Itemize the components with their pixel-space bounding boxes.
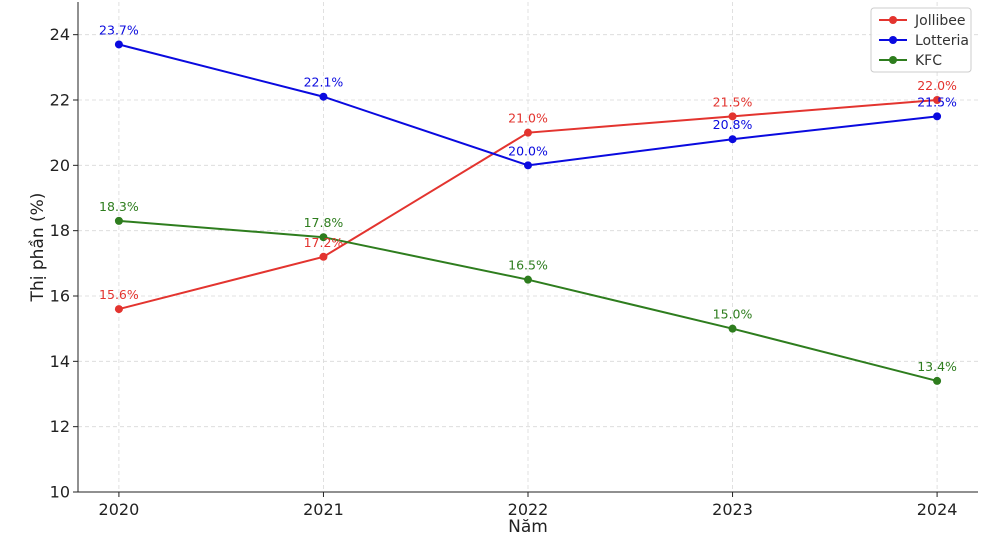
legend-marker-jollibee (889, 16, 897, 24)
data-labels: 15.6%17.2%21.0%21.5%22.0%23.7%22.1%20.0%… (99, 22, 957, 373)
y-tick-label: 22 (50, 91, 70, 110)
x-tick-label: 2022 (508, 500, 549, 519)
data-point-lotteria (728, 135, 737, 144)
data-label-jollibee: 15.6% (99, 287, 139, 302)
y-tick-label: 18 (50, 221, 70, 240)
data-label-jollibee: 17.2% (304, 235, 344, 250)
x-axis-label: Năm (508, 517, 548, 537)
data-label-lotteria: 22.1% (304, 75, 344, 90)
data-point-jollibee (933, 96, 942, 104)
x-tick-label: 2023 (712, 500, 753, 519)
data-point-kfc (933, 376, 942, 385)
data-label-kfc: 18.3% (99, 199, 139, 214)
data-point-lotteria (114, 40, 123, 49)
legend: Jollibee Lotteria KFC (870, 7, 972, 73)
x-tick-label: 2021 (303, 500, 344, 519)
legend-box (870, 7, 972, 73)
y-tick-label: 16 (50, 287, 70, 306)
y-tick-label: 10 (50, 483, 70, 502)
legend-marker-kfc (889, 56, 897, 64)
data-point-kfc (114, 216, 123, 225)
data-label-kfc: 16.5% (508, 258, 548, 273)
data-label-lotteria: 23.7% (99, 22, 139, 37)
data-point-lotteria (319, 92, 328, 101)
data-label-lotteria: 21.5% (917, 94, 957, 109)
data-point-jollibee (114, 305, 123, 314)
series-layer (114, 40, 942, 385)
data-label-jollibee: 21.0% (508, 111, 548, 126)
y-tick-label: 14 (50, 352, 70, 371)
data-point-kfc (728, 324, 737, 333)
legend-label-kfc: KFC (915, 53, 942, 69)
data-label-lotteria: 20.8% (713, 117, 753, 132)
data-label-jollibee: 22.0% (917, 78, 957, 93)
data-point-kfc (319, 233, 328, 242)
data-label-kfc: 15.0% (713, 307, 753, 322)
legend-label-lotteria: Lotteria (915, 33, 969, 49)
x-tick-label: 2020 (99, 500, 140, 519)
data-point-lotteria (524, 161, 532, 170)
y-tick-label: 24 (50, 25, 70, 44)
data-label-kfc: 13.4% (917, 359, 957, 374)
data-label-jollibee: 21.5% (713, 94, 753, 109)
data-point-kfc (524, 275, 532, 284)
series-line-kfc (118, 219, 938, 382)
grid-lines (78, 2, 978, 493)
data-point-lotteria (933, 112, 942, 121)
legend-label-jollibee: Jollibee (914, 13, 965, 29)
data-label-lotteria: 20.0% (508, 143, 548, 158)
data-point-jollibee (728, 112, 737, 121)
data-point-jollibee (319, 252, 328, 261)
x-tick-label: 2024 (917, 500, 958, 519)
y-tick-label: 12 (50, 417, 70, 436)
data-point-jollibee (524, 128, 532, 137)
data-label-kfc: 17.8% (304, 215, 344, 230)
y-tick-label: 20 (50, 156, 70, 175)
y-axis-label: Thị phần (%) (27, 193, 48, 303)
legend-marker-lotteria (889, 36, 897, 44)
